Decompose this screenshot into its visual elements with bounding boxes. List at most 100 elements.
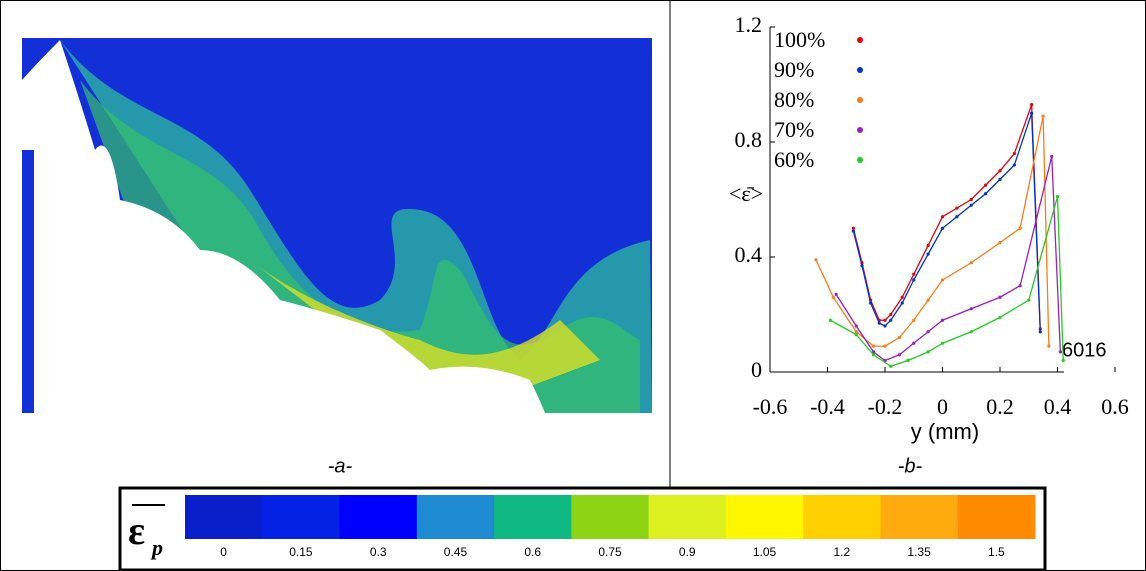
point <box>897 353 901 357</box>
colorbar: 0 0.15 0.3 0.45 0.6 0.75 0.9 1.05 1.2 1.35 1.5 <box>185 495 1036 559</box>
point <box>869 301 873 305</box>
point <box>871 353 876 357</box>
legend-label: 100% <box>774 27 825 52</box>
annotation: 6016 <box>1062 339 1107 361</box>
point <box>926 298 930 302</box>
point <box>883 318 887 322</box>
point <box>1055 195 1060 199</box>
legend-marker <box>857 127 863 133</box>
x-tick-label: 0 <box>937 394 948 419</box>
point <box>998 295 1002 299</box>
point <box>998 169 1002 173</box>
point <box>883 324 887 328</box>
point <box>900 301 904 305</box>
colorbar-tick-label: 0.3 <box>370 545 387 559</box>
mesh-image <box>22 38 652 413</box>
point <box>955 215 959 219</box>
point <box>906 358 910 363</box>
point <box>969 330 973 334</box>
point <box>871 344 876 348</box>
colorbar-tick-label: 0.75 <box>598 545 622 559</box>
point <box>860 264 864 268</box>
point <box>912 272 916 276</box>
point <box>940 215 945 219</box>
colorbar-tick-label: 0 <box>220 545 227 559</box>
colorbar-tick-label: 0.9 <box>679 545 696 559</box>
point <box>814 258 818 262</box>
y-tick-label: 1.2 <box>735 12 763 37</box>
series-line <box>830 196 1064 367</box>
color-swatch <box>648 495 727 539</box>
point <box>969 203 973 207</box>
x-tick-label: 0.6 <box>1101 394 1129 419</box>
caption: -b- <box>898 455 923 477</box>
colorbar-label: ε <box>128 508 145 553</box>
point <box>912 318 916 322</box>
y-tick-label: 0.4 <box>735 242 763 267</box>
color-swatch <box>185 495 263 539</box>
colorbar-tick-label: 1.05 <box>753 545 777 559</box>
colorbar-tick-label: 1.5 <box>988 545 1005 559</box>
point <box>926 252 930 256</box>
x-tick-label: -0.6 <box>753 394 788 419</box>
legend-marker <box>857 97 863 103</box>
point <box>1012 163 1016 167</box>
point <box>897 335 901 340</box>
legend-label: 60% <box>774 147 814 172</box>
point <box>889 364 893 368</box>
point <box>854 324 858 328</box>
point <box>940 341 945 345</box>
color-swatch <box>262 495 341 539</box>
point <box>984 192 988 196</box>
colorbar-tick-label: 0.15 <box>289 545 313 559</box>
point <box>1061 358 1065 363</box>
point <box>940 278 945 282</box>
legend-label: 70% <box>774 117 814 142</box>
point <box>1058 350 1062 354</box>
point <box>926 350 930 354</box>
point <box>969 307 973 311</box>
point <box>1047 344 1051 348</box>
x-tick-label: -0.4 <box>810 394 845 419</box>
line-chart: 0 0.4 0.8 1.2 -0.6 -0.4 -0.2 0 0.2 0.4 0.6 <ε̄> y (m… <box>729 12 1129 477</box>
point <box>877 321 881 325</box>
point <box>940 226 945 230</box>
point <box>969 197 973 202</box>
legend-marker <box>857 67 863 73</box>
x-tick-label: -0.2 <box>868 394 903 419</box>
y-axis-label: <ε̄> <box>729 181 763 206</box>
series-line <box>815 115 1050 347</box>
point <box>940 318 945 322</box>
point <box>955 206 959 210</box>
point <box>1012 151 1016 156</box>
point <box>900 295 904 299</box>
colorbar-tick-label: 1.35 <box>907 545 931 559</box>
colorbar-tick-label: 0.45 <box>444 545 468 559</box>
point <box>998 315 1002 319</box>
point <box>871 350 876 354</box>
point <box>883 344 887 348</box>
series-line <box>852 113 1041 332</box>
point <box>1027 298 1031 302</box>
color-swatch <box>957 495 1036 539</box>
point <box>831 295 835 299</box>
point <box>1038 330 1042 334</box>
point <box>926 330 930 334</box>
color-swatch <box>725 495 804 539</box>
point <box>998 241 1002 245</box>
color-swatch <box>416 495 495 539</box>
point <box>851 229 855 233</box>
point <box>912 278 916 282</box>
point <box>1030 103 1034 107</box>
colorbar-subscript: p <box>150 535 163 560</box>
color-swatch <box>494 495 572 539</box>
point <box>998 177 1002 181</box>
point <box>1041 114 1045 118</box>
series-line <box>852 104 1041 329</box>
colorbar-tick-label: 1.2 <box>833 545 850 559</box>
point <box>926 243 930 248</box>
legend-label: 90% <box>774 57 814 82</box>
point <box>854 330 858 334</box>
